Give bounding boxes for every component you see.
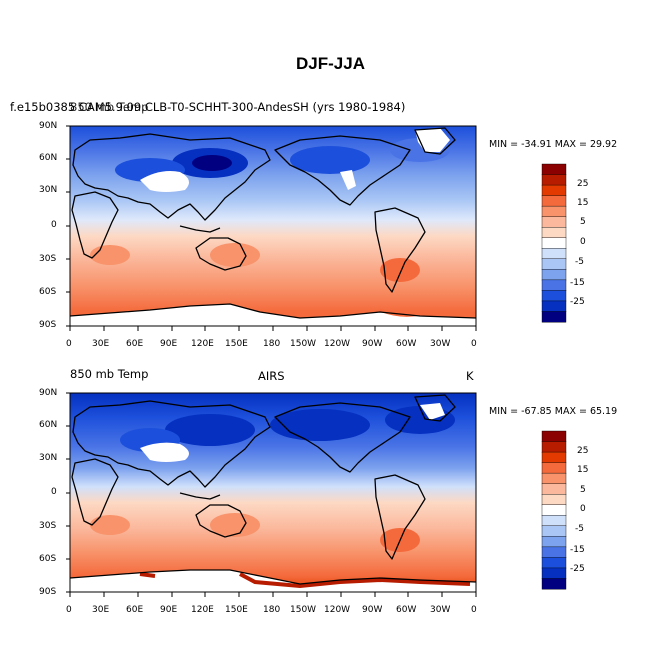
colorbar-swatch bbox=[541, 525, 567, 537]
colorbar-swatch bbox=[541, 163, 567, 176]
colorbar-swatch bbox=[541, 237, 567, 249]
panel1-lat-tick: 90S bbox=[39, 320, 57, 330]
colorbar-swatch bbox=[541, 195, 567, 207]
colorbar-swatch bbox=[541, 279, 567, 291]
panel2-lat-tick: 60S bbox=[39, 554, 57, 564]
panel1-lon-tick: 180 bbox=[263, 339, 281, 349]
colorbar-swatch bbox=[541, 290, 567, 302]
panel1-colorbar-label: -15 bbox=[570, 278, 585, 288]
panel2-lon-tick: 30E bbox=[92, 605, 110, 615]
panel2-lon-tick: 90W bbox=[362, 605, 383, 615]
colorbar-swatch bbox=[541, 451, 567, 464]
panel1-colorbar-label: -5 bbox=[575, 257, 584, 267]
panel1-colorbar-label: -25 bbox=[570, 297, 585, 307]
panel2-lon-tick: 60W bbox=[396, 605, 417, 615]
panel2-colorbar-label: 25 bbox=[577, 446, 589, 456]
colorbar-swatch bbox=[541, 269, 567, 281]
panel1-lon-tick: 0 bbox=[471, 339, 477, 349]
panel1-lon-tick: 60W bbox=[396, 339, 417, 349]
colorbar-swatch bbox=[541, 248, 567, 260]
colorbar-swatch bbox=[541, 226, 567, 239]
panel1-lat-tick: 30N bbox=[39, 185, 58, 195]
colorbar-swatch bbox=[541, 546, 567, 558]
colorbar-swatch bbox=[541, 174, 567, 186]
colorbar-swatch bbox=[541, 536, 567, 548]
panel1-map bbox=[70, 126, 476, 326]
panel2-lon-tick: 120W bbox=[324, 605, 351, 615]
colorbar-swatch bbox=[541, 258, 567, 270]
panel1-lon-tick: 60E bbox=[126, 339, 144, 349]
panel2-lat-tick: 90N bbox=[39, 388, 58, 398]
colorbar-swatch bbox=[541, 216, 567, 228]
colorbar-swatch bbox=[541, 515, 567, 527]
panel2-lat-tick: 60N bbox=[39, 420, 58, 430]
panel2-lon-tick: 90E bbox=[160, 605, 178, 615]
colorbar-swatch bbox=[541, 311, 567, 323]
panel2-lon-tick: 60E bbox=[126, 605, 144, 615]
panel2-lat-tick: 30S bbox=[39, 521, 57, 531]
panel2-colorbar-label: -15 bbox=[570, 545, 585, 555]
panel2-lat-tick: 30N bbox=[39, 453, 58, 463]
panel1-colorbar-label: 25 bbox=[577, 179, 589, 189]
colorbar-swatch bbox=[541, 184, 567, 197]
panel2-lon-tick: 120E bbox=[191, 605, 214, 615]
colorbar-swatch bbox=[541, 504, 567, 516]
panel2-colorbar-label: -5 bbox=[575, 524, 584, 534]
panel2-lon-tick: 30W bbox=[430, 605, 451, 615]
panel2-lon-tick: 180 bbox=[263, 605, 281, 615]
panel2-lon-tick: 0 bbox=[66, 605, 72, 615]
panel1-colorbar bbox=[541, 163, 567, 323]
colorbar-swatch bbox=[541, 557, 567, 569]
panel1-lon-tick: 120E bbox=[191, 339, 214, 349]
panel1-lon-tick: 150E bbox=[225, 339, 248, 349]
panel2-map bbox=[70, 393, 476, 592]
panel1-colorbar-label: 5 bbox=[580, 217, 586, 227]
panel1-lon-tick: 120W bbox=[324, 339, 351, 349]
panel1-lat-tick: 90N bbox=[39, 121, 58, 131]
panel2-lon-tick: 150W bbox=[290, 605, 317, 615]
colorbar-swatch bbox=[541, 300, 567, 312]
panel2-lat-tick: 90S bbox=[39, 587, 57, 597]
panel2-colorbar-label: 5 bbox=[580, 485, 586, 495]
panel2-axis-ticks bbox=[66, 392, 477, 597]
panel1-lat-tick: 60N bbox=[39, 153, 58, 163]
colorbar-swatch bbox=[541, 205, 567, 218]
panel2-lon-tick: 150E bbox=[225, 605, 248, 615]
panel1-overlay-label: 850 mb Temp bbox=[70, 100, 149, 114]
panel1-lat-tick: 30S bbox=[39, 254, 57, 264]
colorbar-swatch bbox=[541, 494, 567, 506]
panel2-colorbar-label: 15 bbox=[577, 465, 589, 475]
panel2-center-label: AIRS bbox=[258, 369, 285, 383]
panel1-lon-tick: 30E bbox=[92, 339, 110, 349]
colorbar-swatch bbox=[541, 578, 567, 590]
panel2-lon-tick: 0 bbox=[471, 605, 477, 615]
panel2-lat-tick: 0 bbox=[51, 487, 57, 497]
colorbar-swatch bbox=[541, 462, 567, 474]
colorbar-swatch bbox=[541, 483, 567, 495]
panel1-lon-tick: 90W bbox=[362, 339, 383, 349]
panel1-lat-tick: 0 bbox=[51, 220, 57, 230]
panel1-colorbar-label: 0 bbox=[580, 237, 586, 247]
panel1-left-label: f.e15b0385 CAM5.9.09.CLB-T0-SCHHT-300-An… bbox=[10, 100, 406, 114]
panel2-left-label: 850 mb Temp bbox=[70, 367, 149, 381]
colorbar-swatch bbox=[541, 472, 567, 485]
panel1-min-max: MIN = -34.91 MAX = 29.92 bbox=[489, 139, 618, 150]
panel1-lat-tick: 60S bbox=[39, 287, 57, 297]
colorbar-swatch bbox=[541, 430, 567, 443]
panel2-colorbar-label: -25 bbox=[570, 564, 585, 574]
panel1-lon-tick: 90E bbox=[160, 339, 178, 349]
panel1-axis-ticks bbox=[66, 125, 477, 331]
figure-title: DJF-JJA bbox=[296, 54, 365, 73]
panel1-colorbar-label: 15 bbox=[577, 198, 589, 208]
panel1-lon-tick: 30W bbox=[430, 339, 451, 349]
panel2-units-label: K bbox=[466, 369, 474, 383]
colorbar-swatch bbox=[541, 567, 567, 579]
panel2-min-max: MIN = -67.85 MAX = 65.19 bbox=[489, 406, 618, 417]
panel2-colorbar bbox=[541, 430, 567, 590]
panel1-lon-tick: 150W bbox=[290, 339, 317, 349]
panel2-colorbar-label: 0 bbox=[580, 504, 586, 514]
panel1-lon-tick: 0 bbox=[66, 339, 72, 349]
colorbar-swatch bbox=[541, 441, 567, 453]
